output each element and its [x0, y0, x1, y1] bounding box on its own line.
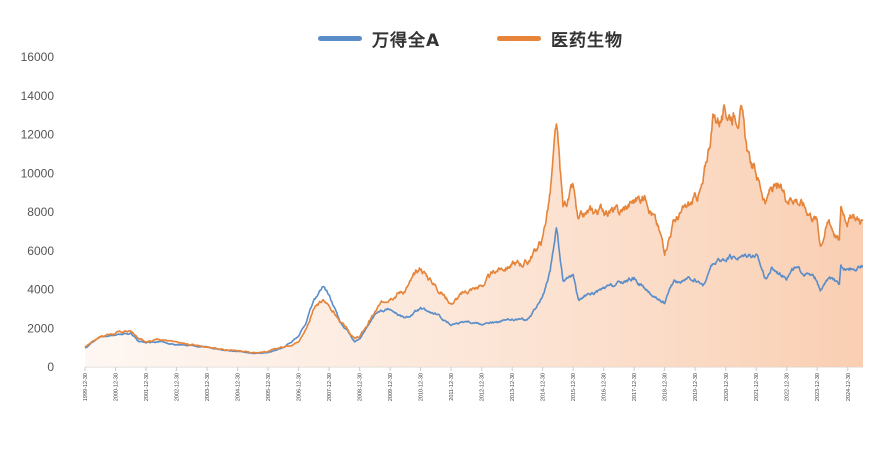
- y-axis: 16000 14000 12000 10000 8000 6000 4000 2000 0: [21, 50, 55, 374]
- legend-label-pharma: 医药生物: [551, 30, 623, 51]
- x-tick-label: 2009-12-30: [388, 373, 394, 401]
- y-tick-label: 4000: [27, 283, 54, 297]
- y-tick-label: 0: [47, 360, 54, 374]
- x-tick-label: 2018-12-30: [663, 373, 669, 401]
- x-tick-label: 2002-12-30: [175, 373, 181, 401]
- x-axis: 1999-12-30 2000-12-30 2001-12-30 2002-12-30…: [83, 366, 863, 401]
- x-tick-label: 2011-12-30: [449, 373, 455, 401]
- x-tick-label: 2007-12-30: [327, 373, 333, 401]
- x-tick-label: 2006-12-30: [297, 373, 303, 401]
- x-tick-label: 2003-12-30: [205, 373, 211, 401]
- x-tick-label: 2021-12-30: [754, 373, 760, 401]
- series-line-wind-a: [84, 227, 864, 355]
- x-tick-label: 2012-12-30: [480, 373, 486, 401]
- x-tick-label: 1999-12-30: [83, 373, 89, 401]
- plot-area: [84, 104, 864, 368]
- x-tick-label: 2005-12-30: [266, 373, 272, 401]
- legend-swatch-wind-a: [318, 35, 362, 41]
- legend-swatch-pharma: [497, 35, 541, 41]
- series-line-pharma: [84, 104, 864, 354]
- x-tick-label: 2019-12-30: [693, 373, 699, 401]
- y-tick-label: 6000: [27, 244, 54, 258]
- x-tick-label: 2001-12-30: [144, 373, 150, 401]
- x-tick-label: 2016-12-30: [602, 373, 608, 401]
- x-tick-label: 2013-12-30: [510, 373, 516, 401]
- y-tick-label: 10000: [21, 166, 55, 180]
- x-tick-label: 2024-12-30: [846, 373, 852, 401]
- x-tick-label: 2008-12-30: [358, 373, 364, 401]
- x-tick-label: 2015-12-30: [571, 373, 577, 401]
- x-tick-label: 2017-12-30: [632, 373, 638, 401]
- x-tick-label: 2022-12-30: [785, 373, 791, 401]
- x-tick-label: 2020-12-30: [724, 373, 730, 401]
- y-tick-label: 16000: [21, 50, 55, 64]
- y-tick-label: 8000: [27, 205, 54, 219]
- legend-label-wind-a: 万得全A: [372, 30, 441, 51]
- series-area-pharma: [85, 104, 863, 368]
- legend-item-wind-a: 万得全A: [318, 24, 440, 52]
- legend-item-pharma: 医药生物: [497, 24, 623, 52]
- x-tick-label: 2004-12-30: [236, 373, 242, 401]
- x-tick-label: 2010-12-30: [419, 373, 425, 401]
- x-tick-label: 2014-12-30: [541, 373, 547, 401]
- x-tick-label: 2023-12-30: [815, 373, 821, 401]
- y-tick-label: 12000: [21, 128, 55, 142]
- x-tick-label: 2000-12-30: [114, 373, 120, 401]
- legend: 万得全A 医药生物: [0, 24, 893, 52]
- y-tick-label: 2000: [27, 321, 54, 335]
- y-tick-label: 14000: [21, 89, 55, 103]
